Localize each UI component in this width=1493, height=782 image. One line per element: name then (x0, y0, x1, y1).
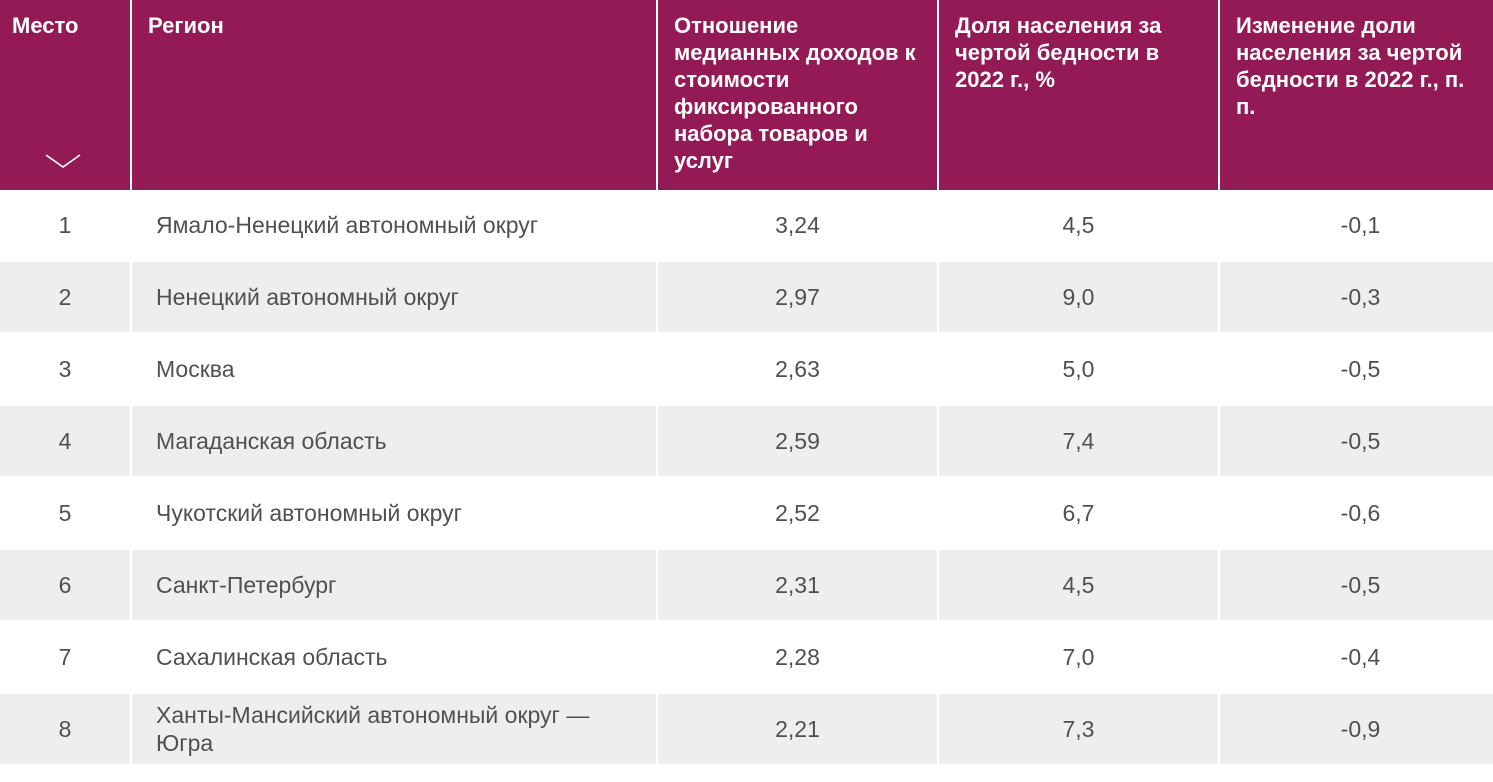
poverty-change-cell: -0,6 (1220, 478, 1493, 548)
region-cell: Ямало-Ненецкий автономный округ (132, 190, 656, 260)
table-row: 5 Чукотский автономный округ 2,52 6,7 -0… (0, 478, 1493, 548)
header-poverty-share[interactable]: Доля населения за чертой бедности в 2022… (939, 0, 1218, 190)
region-cell: Ненецкий автономный округ (132, 262, 656, 332)
table-row: 7 Сахалинская область 2,28 7,0 -0,4 (0, 622, 1493, 692)
region-cell: Чукотский автономный округ (132, 478, 656, 548)
poverty-share-cell: 7,4 (939, 406, 1218, 476)
income-ratio-cell: 2,31 (658, 550, 937, 620)
income-ratio-cell: 2,97 (658, 262, 937, 332)
rank-cell: 4 (0, 406, 130, 476)
poverty-change-cell: -0,5 (1220, 406, 1493, 476)
sort-button[interactable] (44, 150, 82, 172)
chevron-down-icon (45, 154, 81, 168)
table-header: Место Регион Отношение медианных доходов… (0, 0, 1493, 190)
header-poverty-share-label: Доля населения за чертой бедности в 2022… (955, 13, 1162, 92)
header-region[interactable]: Регион (132, 0, 656, 190)
poverty-change-cell: -0,5 (1220, 334, 1493, 404)
rank-cell: 8 (0, 694, 130, 764)
income-ratio-cell: 2,63 (658, 334, 937, 404)
region-cell: Ханты-Мансийский автономный округ — Югра (132, 694, 656, 764)
rank-cell: 1 (0, 190, 130, 260)
header-poverty-change-label: Изменение доли населения за чертой бедно… (1236, 13, 1465, 119)
income-ratio-cell: 2,28 (658, 622, 937, 692)
header-region-label: Регион (148, 13, 224, 38)
regions-table: Место Регион Отношение медианных доходов… (0, 0, 1493, 764)
income-ratio-cell: 2,52 (658, 478, 937, 548)
table-row: 4 Магаданская область 2,59 7,4 -0,5 (0, 406, 1493, 476)
poverty-share-cell: 7,0 (939, 622, 1218, 692)
header-income-ratio[interactable]: Отношение медианных доходов к стоимости … (658, 0, 937, 190)
rank-cell: 7 (0, 622, 130, 692)
header-poverty-change[interactable]: Изменение доли населения за чертой бедно… (1220, 0, 1493, 190)
poverty-share-cell: 5,0 (939, 334, 1218, 404)
region-cell: Санкт-Петербург (132, 550, 656, 620)
header-rank-label: Место (12, 13, 79, 38)
region-cell: Сахалинская область (132, 622, 656, 692)
poverty-change-cell: -0,3 (1220, 262, 1493, 332)
header-rank[interactable]: Место (0, 0, 130, 190)
table-row: 8 Ханты-Мансийский автономный округ — Юг… (0, 694, 1493, 764)
region-cell: Москва (132, 334, 656, 404)
rank-cell: 5 (0, 478, 130, 548)
income-ratio-cell: 2,21 (658, 694, 937, 764)
poverty-share-cell: 7,3 (939, 694, 1218, 764)
poverty-share-cell: 6,7 (939, 478, 1218, 548)
rank-cell: 6 (0, 550, 130, 620)
poverty-share-cell: 4,5 (939, 550, 1218, 620)
poverty-change-cell: -0,4 (1220, 622, 1493, 692)
rank-cell: 3 (0, 334, 130, 404)
poverty-change-cell: -0,9 (1220, 694, 1493, 764)
poverty-share-cell: 9,0 (939, 262, 1218, 332)
table-body: 1 Ямало-Ненецкий автономный округ 3,24 4… (0, 190, 1493, 764)
region-cell: Магаданская область (132, 406, 656, 476)
poverty-change-cell: -0,1 (1220, 190, 1493, 260)
table-row: 1 Ямало-Ненецкий автономный округ 3,24 4… (0, 190, 1493, 260)
table-row: 2 Ненецкий автономный округ 2,97 9,0 -0,… (0, 262, 1493, 332)
income-ratio-cell: 2,59 (658, 406, 937, 476)
income-ratio-cell: 3,24 (658, 190, 937, 260)
table-row: 6 Санкт-Петербург 2,31 4,5 -0,5 (0, 550, 1493, 620)
header-income-ratio-label: Отношение медианных доходов к стоимости … (674, 13, 916, 173)
table-row: 3 Москва 2,63 5,0 -0,5 (0, 334, 1493, 404)
poverty-share-cell: 4,5 (939, 190, 1218, 260)
poverty-change-cell: -0,5 (1220, 550, 1493, 620)
rank-cell: 2 (0, 262, 130, 332)
